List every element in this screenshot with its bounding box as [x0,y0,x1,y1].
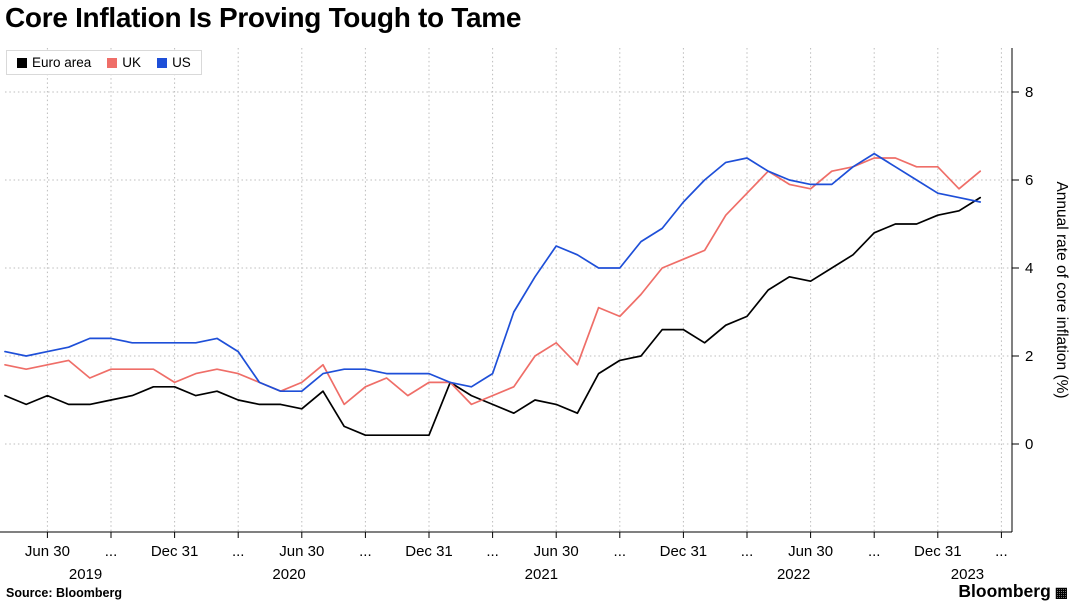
x-tick-label: Jun 30 [279,543,324,560]
legend-item-uk: UK [107,55,141,70]
y-tick-label: 6 [1025,172,1033,189]
x-tick-label: ... [105,543,118,560]
legend-label-uk: UK [122,55,142,70]
x-tick-label: ... [359,543,372,560]
x-tick-label: ... [232,543,245,560]
bloomberg-label: Bloomberg [958,581,1051,601]
legend-swatch-uk [107,57,118,68]
legend-item-us: US [157,55,191,70]
series-line-us [4,152,982,393]
x-tick-label: Dec 31 [660,543,708,560]
x-tick-label: ... [995,543,1008,560]
x-tick-label: Dec 31 [405,543,453,560]
legend-label-euro-area: Euro area [32,55,92,70]
series-line-uk [4,157,982,406]
x-tick-label: Jun 30 [25,543,70,560]
series-line-euro-area [4,196,982,437]
y-tick-label: 0 [1025,436,1033,453]
y-tick-label: 4 [1025,260,1033,277]
year-label: 2019 [69,566,102,582]
legend: Euro area UK US [6,50,202,75]
x-tick-label: Dec 31 [151,543,199,560]
year-label: 2020 [272,566,305,582]
legend-swatch-euro-area [17,57,27,68]
y-axis-title: Annual rate of core inflation (%) [1053,181,1070,398]
x-tick-label: Dec 31 [914,543,962,560]
legend-label-us: US [172,55,191,70]
core-inflation-line-chart: 0 2 4 6 8 Jun 30... Dec 31... Jun 30... Dec 31..… [0,48,1070,582]
bloomberg-grid-icon: ▦ [1054,583,1068,600]
legend-item-euro-area: Euro area [17,55,91,70]
year-label: 2021 [525,566,558,582]
year-label: 2022 [777,566,810,582]
year-label: 2023 [951,566,984,582]
x-tick-label: Jun 30 [534,543,579,560]
x-tick-label: ... [614,543,627,560]
legend-swatch-us [157,57,168,68]
chart-title: Core Inflation Is Proving Tough to Tame [5,2,522,33]
x-tick-label: ... [741,543,754,560]
x-tick-label: Jun 30 [788,543,833,560]
bloomberg-wordmark: Bloomberg ▦ [958,581,1068,602]
source-note: Source: Bloomberg [6,586,122,600]
y-tick-label: 2 [1025,348,1033,365]
x-tick-label: ... [486,543,499,560]
x-tick-label: ... [868,543,881,560]
y-tick-label: 8 [1025,84,1033,101]
